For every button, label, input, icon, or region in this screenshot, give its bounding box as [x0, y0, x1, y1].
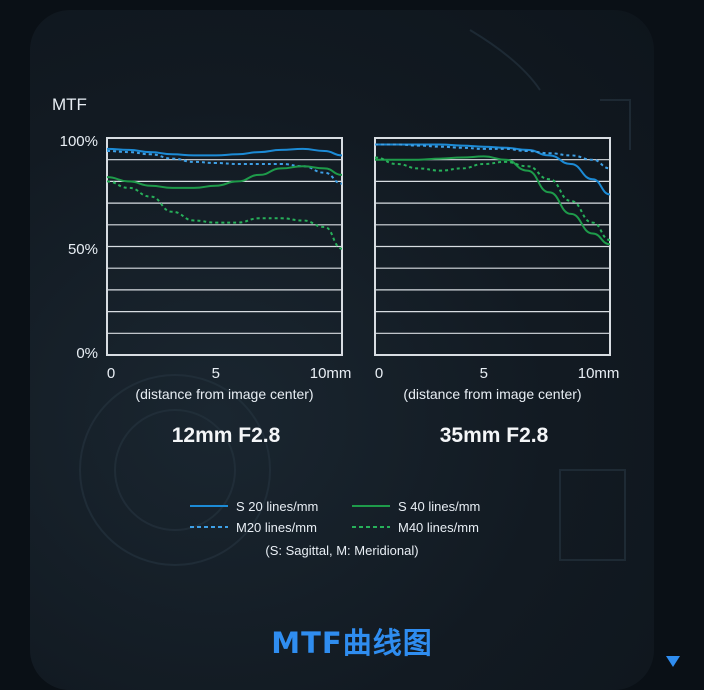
background-decoration [79, 29, 631, 566]
legend-label-s40: S 40 lines/mm [398, 499, 480, 514]
x-tick-label: 0 [375, 365, 383, 382]
mtf-chart: MTF 0 5 10mm (distance from image center) 0… [52, 29, 631, 566]
series-line-m40-lines-mm [106, 180, 343, 250]
series-line-s-20-lines-mm [106, 147, 343, 157]
x-tick-label: 10mm [310, 365, 352, 382]
stage: MTF 0 5 10mm (distance from image center) 0… [30, 10, 680, 690]
series-line-s-20-lines-mm [375, 143, 611, 196]
legend-note: (S: Sagittal, M: Meridional) [265, 543, 418, 558]
legend-label-s20: S 20 lines/mm [236, 499, 318, 514]
x-tick-label: 0 [107, 365, 115, 382]
y-tick-label-50: 50% [68, 241, 98, 258]
legend: S 20 lines/mm S 40 lines/mm M20 lines/mm… [190, 499, 480, 558]
plot-frame [374, 137, 611, 356]
series-line-m20-lines-mm [375, 143, 611, 170]
y-tick-label-0: 0% [76, 345, 98, 362]
mtf-axis-label: MTF [52, 95, 87, 114]
bottom-title: MTF曲线图 [271, 626, 433, 660]
legend-label-m40: M40 lines/mm [398, 520, 479, 535]
x-tick-label: 5 [480, 365, 488, 382]
series-line-s-40-lines-mm [106, 165, 343, 189]
x-tick-label: 5 [212, 365, 220, 382]
legend-label-m20: M20 lines/mm [236, 520, 317, 535]
scroll-down-arrow-icon[interactable] [666, 656, 680, 667]
chart-panel-35mm: 0 5 10mm (distance from image center) [374, 137, 620, 402]
chart-title-35mm: 35mm F2.8 [440, 424, 549, 447]
y-tick-label-100: 100% [60, 133, 98, 150]
plot-frame [106, 137, 343, 356]
series-line-m40-lines-mm [374, 156, 611, 241]
x-tick-label: 10mm [578, 365, 620, 382]
chart-panel-12mm: 0 5 10mm (distance from image center) [106, 137, 352, 402]
x-axis-caption: (distance from image center) [135, 386, 313, 402]
chart-title-12mm: 12mm F2.8 [172, 424, 281, 447]
x-axis-caption: (distance from image center) [403, 386, 581, 402]
series-line-s-40-lines-mm [375, 155, 611, 246]
